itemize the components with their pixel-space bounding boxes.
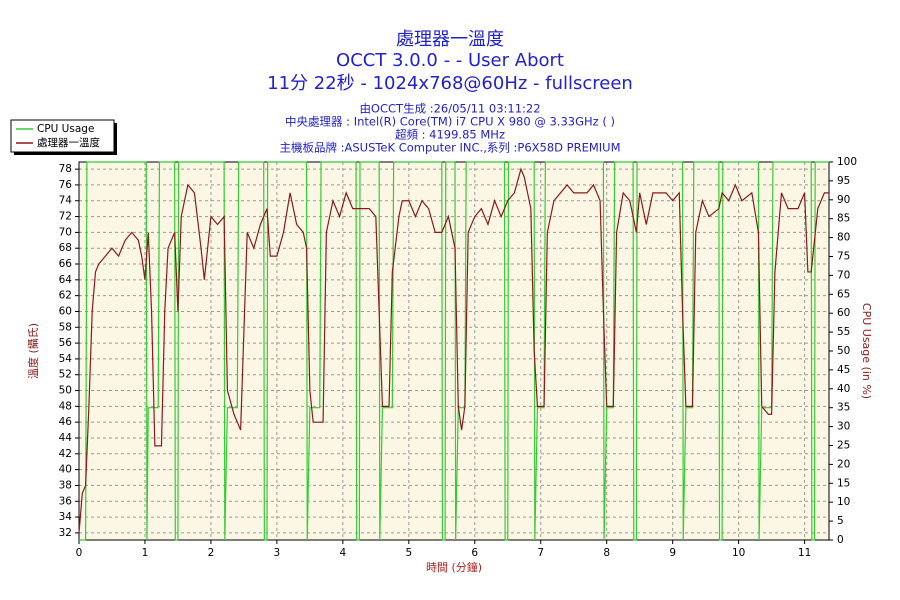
x-tick-label: 0: [76, 547, 83, 559]
x-tick-label: 5: [405, 547, 412, 559]
x-tick-label: 3: [274, 547, 281, 559]
y2-tick-label: 90: [837, 194, 850, 206]
y2-tick-label: 95: [837, 175, 850, 187]
y-tick-label: 36: [59, 495, 73, 507]
x-tick-label: 7: [537, 547, 544, 559]
y2-tick-label: 10: [837, 496, 850, 508]
y-tick-label: 64: [59, 274, 73, 286]
y-tick-label: 56: [59, 337, 73, 349]
y2-tick-label: 35: [837, 402, 850, 414]
y-tick-label: 58: [59, 321, 72, 333]
x-axis-label: 時間 (分鐘): [426, 560, 482, 574]
y-tick-label: 54: [59, 353, 73, 365]
x-tick-label: 1: [142, 547, 149, 559]
y2-tick-label: 55: [837, 326, 850, 338]
y-tick-label: 44: [59, 432, 73, 444]
y-tick-label: 50: [59, 385, 72, 397]
y-tick-label: 48: [59, 400, 72, 412]
y-tick-label: 76: [59, 179, 73, 191]
info-line: 中央處理器 : Intel(R) Core(TM) i7 CPU X 980 @…: [285, 115, 615, 129]
info-line: 由OCCT生成 :26/05/11 03:11:22: [359, 102, 540, 116]
y2-tick-label: 65: [837, 288, 850, 300]
y-tick-label: 60: [59, 305, 72, 317]
y2-tick-label: 0: [837, 534, 844, 546]
series-line: [79, 161, 829, 541]
x-tick-label: 10: [732, 547, 745, 559]
y2-tick-label: 75: [837, 251, 850, 263]
x-tick-label: 11: [798, 547, 811, 559]
y2-axis-label: CPU Usage (in %): [860, 303, 873, 399]
y2-tick-label: 30: [837, 421, 850, 433]
y-tick-label: 46: [59, 416, 73, 428]
y2-tick-label: 80: [837, 232, 850, 244]
y2-tick-label: 15: [837, 477, 850, 489]
y-tick-label: 32: [59, 527, 72, 539]
y2-tick-label: 60: [837, 307, 850, 319]
y2-tick-label: 45: [837, 364, 850, 376]
y2-tick-label: 100: [837, 156, 857, 168]
y2-tick-label: 70: [837, 269, 850, 281]
x-tick-label: 2: [208, 547, 215, 559]
y2-tick-label: 85: [837, 213, 850, 225]
y-tick-label: 40: [59, 464, 72, 476]
x-tick-label: 6: [471, 547, 478, 559]
y-tick-label: 62: [59, 290, 72, 302]
legend-label: CPU Usage: [37, 123, 94, 135]
x-tick-label: 4: [340, 547, 347, 559]
y-tick-label: 72: [59, 211, 72, 223]
legend-box: [10, 119, 115, 153]
chart-subtitle: OCCT 3.0.0 - - User Abort: [336, 50, 564, 71]
x-tick-label: 9: [669, 547, 676, 559]
y-tick-label: 74: [59, 195, 73, 207]
y-tick-label: 78: [59, 163, 72, 175]
chart-title: 處理器一溫度: [396, 29, 504, 50]
y-tick-label: 66: [59, 258, 73, 270]
y-tick-label: 52: [59, 369, 72, 381]
series-line: [78, 167, 829, 533]
y-tick-label: 38: [59, 479, 72, 491]
legend-label: 處理器一溫度: [37, 136, 100, 149]
y-axis-label: 溫度 (攝氏): [26, 323, 40, 379]
y-tick-label: 42: [59, 448, 72, 460]
y-tick-label: 70: [59, 226, 72, 238]
x-tick-label: 8: [603, 547, 610, 559]
y2-tick-label: 50: [837, 345, 850, 357]
y2-tick-label: 20: [837, 458, 850, 470]
y2-tick-label: 25: [837, 440, 850, 452]
y2-tick-label: 5: [837, 515, 844, 527]
info-line: 主機板品牌 :ASUSTeK Computer INC.,系列 :P6X58D …: [279, 141, 620, 155]
y-tick-label: 34: [59, 511, 73, 523]
chart-subtitle: 11分 22秒 - 1024x768@60Hz - fullscreen: [267, 73, 633, 94]
info-line: 超頻 : 4199.85 MHz: [395, 128, 505, 142]
y-tick-label: 68: [59, 242, 72, 254]
y2-tick-label: 40: [837, 383, 850, 395]
plot-area: [79, 162, 829, 540]
